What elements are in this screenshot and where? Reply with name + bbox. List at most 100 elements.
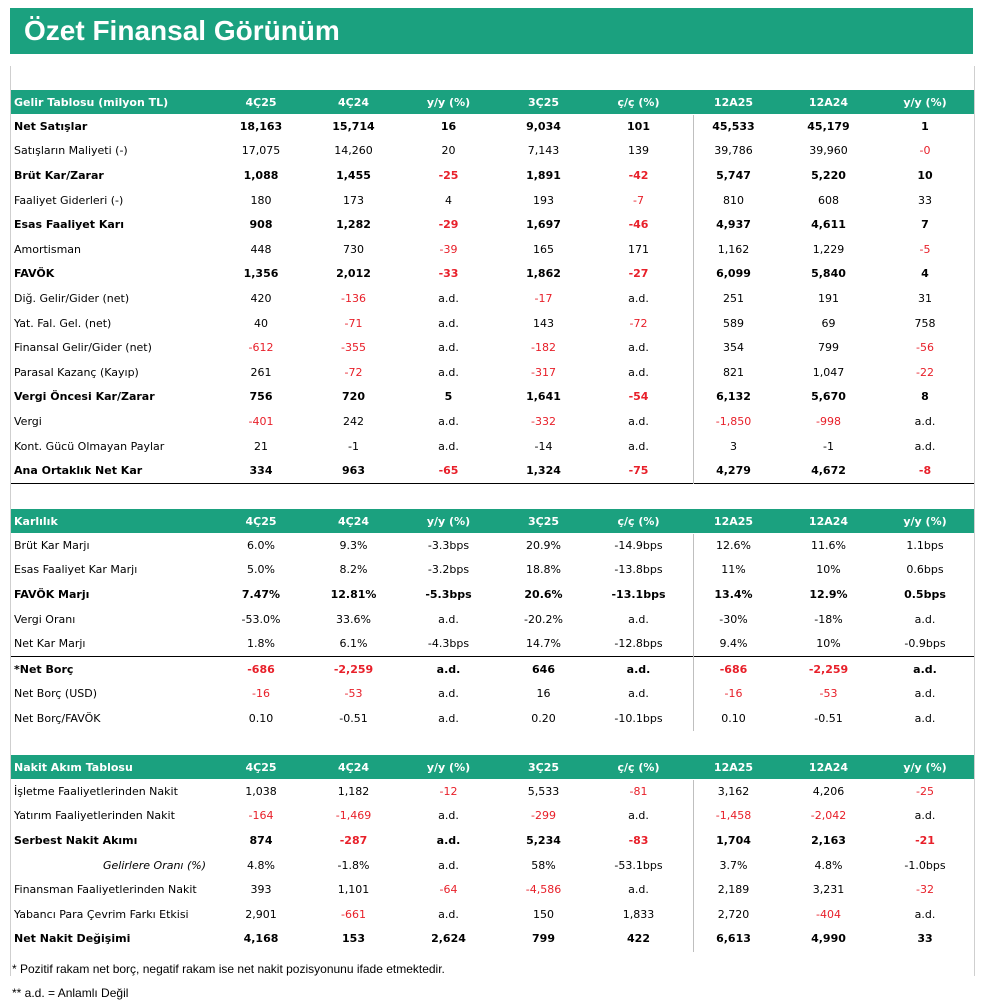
table-cell: -12.8bps bbox=[614, 637, 663, 651]
table-cell: -7 bbox=[633, 193, 644, 207]
table-cell: 193 bbox=[533, 193, 554, 207]
table-cell: 165 bbox=[533, 242, 554, 256]
table-row: İşletme Faaliyetlerinden Nakit 1,038 1,182… bbox=[11, 779, 974, 804]
income-column-header: 4Ç24 bbox=[337, 95, 370, 109]
table-cell: a.d. bbox=[438, 439, 459, 453]
table-cell: -27 bbox=[628, 267, 649, 281]
table-cell: -3.3bps bbox=[427, 538, 470, 552]
table-cell: -686 bbox=[247, 662, 275, 676]
table-cell: 2,163 bbox=[811, 833, 846, 847]
table-cell: -72 bbox=[344, 365, 363, 379]
table-cell: -22 bbox=[916, 365, 934, 379]
income-column-header: 4Ç25 bbox=[245, 95, 277, 109]
table-cell: a.d. bbox=[914, 711, 936, 725]
footnote-net-debt: * Pozitif rakam net borç, negatif rakam … bbox=[12, 962, 445, 976]
column-divider bbox=[693, 534, 694, 731]
table-cell: 4,206 bbox=[812, 784, 845, 798]
table-cell: -661 bbox=[341, 907, 366, 921]
table-cell: 5 bbox=[444, 390, 453, 404]
table-cell: 1,182 bbox=[337, 784, 370, 798]
profit-header-row: Karlılık 4Ç25 4Ç24 y/y (%) 3Ç25 ç/ç (%) 12A25 1… bbox=[11, 509, 974, 533]
table-cell: 0.10 bbox=[248, 711, 274, 725]
income-column-header: ç/ç (%) bbox=[617, 95, 660, 109]
table-cell: 40 bbox=[254, 316, 268, 330]
table-cell: 5,840 bbox=[811, 267, 846, 281]
table-cell: 33 bbox=[918, 193, 932, 207]
table-cell: -65 bbox=[438, 464, 459, 478]
table-cell: -16 bbox=[724, 687, 743, 701]
row-label: Brüt Kar/Zarar bbox=[14, 168, 104, 182]
table-cell: -13.8bps bbox=[614, 563, 663, 577]
table-cell: 4,168 bbox=[243, 932, 279, 946]
table-cell: a.d. bbox=[628, 291, 649, 305]
table-row: Esas Faaliyet Karı 908 1,282 -29 1,697 -46 4,9… bbox=[11, 212, 974, 237]
table-cell: -53 bbox=[344, 687, 363, 701]
table-cell: 821 bbox=[723, 365, 744, 379]
row-label: FAVÖK Marjı bbox=[14, 587, 90, 601]
table-cell: -17 bbox=[534, 291, 553, 305]
table-cell: 4.8% bbox=[247, 858, 275, 872]
table-cell: 33.6% bbox=[336, 612, 371, 626]
table-cell: 143 bbox=[533, 316, 554, 330]
row-label: Vergi bbox=[14, 414, 42, 428]
table-cell: -81 bbox=[629, 784, 648, 798]
table-cell: 6,099 bbox=[716, 267, 751, 281]
cash-column-header: y/y (%) bbox=[426, 760, 471, 774]
income-header-label: Gelir Tablosu (milyon TL) bbox=[14, 95, 169, 109]
table-cell: 20.9% bbox=[526, 538, 561, 552]
table-cell: 354 bbox=[723, 341, 744, 355]
table-cell: -16 bbox=[252, 687, 270, 701]
table-cell: 5,670 bbox=[811, 390, 846, 404]
table-cell: 9,034 bbox=[526, 119, 561, 133]
table-row: FAVÖK Marjı 7.47% 12.81% -5.3bps 20.6% -13.1b… bbox=[11, 582, 974, 607]
income-header-row: Gelir Tablosu (milyon TL) 4Ç25 4Ç24 y/y (%)… bbox=[11, 90, 974, 114]
table-row: Gelirlere Oranı (%) 4.8% -1.8% a.d. 58% -53.1… bbox=[11, 853, 974, 878]
table-cell: a.d. bbox=[628, 365, 649, 379]
table-cell: -4.3bps bbox=[427, 637, 470, 651]
table-cell: 139 bbox=[628, 144, 649, 158]
table-cell: 18.8% bbox=[526, 563, 561, 577]
row-label: Yat. Fal. Gel. (net) bbox=[14, 316, 112, 330]
table-cell: a.d. bbox=[436, 662, 461, 676]
table-cell: -21 bbox=[915, 833, 935, 847]
table-cell: 5,747 bbox=[716, 168, 751, 182]
table-cell: 150 bbox=[533, 907, 554, 921]
table-cell: 1,833 bbox=[622, 907, 655, 921]
table-cell: 963 bbox=[342, 464, 365, 478]
row-label: Gelirlere Oranı (%) bbox=[103, 858, 207, 872]
table-cell: 420 bbox=[250, 291, 272, 305]
table-cell: -404 bbox=[816, 907, 841, 921]
table-cell: a.d. bbox=[914, 439, 936, 453]
table-cell: 4.8% bbox=[814, 858, 843, 872]
table-row: Satışların Maliyeti (-) 17,075 14,260 20 7,1… bbox=[11, 139, 974, 164]
table-cell: -4,586 bbox=[525, 883, 562, 897]
table-cell: 1,088 bbox=[243, 168, 279, 182]
row-label: Yabancı Para Çevrim Farkı Etkisi bbox=[14, 907, 189, 921]
table-cell: 12.6% bbox=[716, 538, 751, 552]
profit-column-header: 12A24 bbox=[808, 514, 849, 528]
table-cell: 10% bbox=[816, 563, 841, 577]
table-cell: 5.0% bbox=[247, 563, 275, 577]
table-cell: a.d. bbox=[438, 414, 459, 428]
table-cell: 14,260 bbox=[334, 144, 373, 158]
table-cell: 11% bbox=[721, 563, 746, 577]
row-label: Esas Faaliyet Karı bbox=[14, 218, 124, 232]
table-row: Finansal Gelir/Gider (net) -612 -355 a.d. -1… bbox=[11, 335, 974, 360]
table-cell: 1 bbox=[921, 119, 929, 133]
table-cell: -182 bbox=[531, 341, 556, 355]
table-cell: 58% bbox=[531, 858, 556, 872]
income-statement-table: Gelir Tablosu (milyon TL) 4Ç25 4Ç24 y/y (%)… bbox=[11, 90, 974, 484]
table-cell: 1,324 bbox=[526, 464, 561, 478]
table-cell: -401 bbox=[248, 414, 274, 428]
table-cell: a.d. bbox=[626, 662, 651, 676]
table-cell: a.d. bbox=[438, 858, 459, 872]
table-cell: 12.81% bbox=[330, 587, 377, 601]
table-cell: a.d. bbox=[438, 365, 459, 379]
cash-flow-table: Nakit Akım Tablosu 4Ç25 4Ç24 y/y (%) 3Ç25 ç/ç… bbox=[11, 755, 974, 952]
row-label: Net Kar Marjı bbox=[14, 637, 86, 651]
table-cell: 7.47% bbox=[241, 587, 281, 601]
table-cell: 810 bbox=[723, 193, 744, 207]
table-cell: 191 bbox=[818, 291, 839, 305]
table-cell: -686 bbox=[719, 662, 748, 676]
table-cell: 3,162 bbox=[717, 784, 750, 798]
